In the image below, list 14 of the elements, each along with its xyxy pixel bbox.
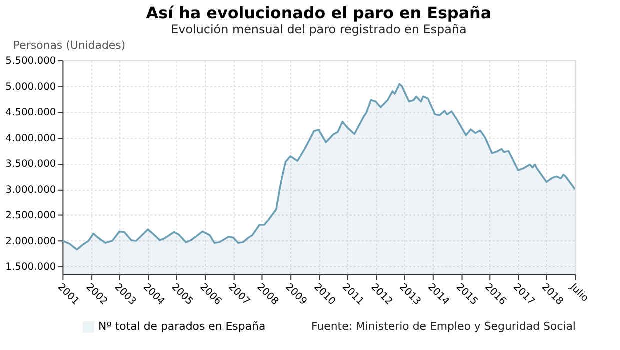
y-tick-label: 2.500.000 — [6, 210, 56, 222]
y-axis-title: Personas (Unidades) — [13, 39, 126, 52]
y-tick-label: 2.000.000 — [6, 236, 56, 248]
chart-subtitle: Evolución mensual del paro registrado en España — [171, 22, 467, 37]
y-tick-label: 3.500.000 — [6, 159, 56, 170]
legend-label: Nº total de parados en España — [98, 320, 266, 334]
y-tick-label: 5.000.000 — [6, 82, 56, 93]
y-tick-label: 4.000.000 — [6, 133, 56, 144]
y-tick-label: 1.500.000 — [6, 262, 56, 274]
y-tick-label: 4.500.000 — [6, 108, 56, 119]
y-tick-label: 5.500.000 — [6, 56, 56, 68]
y-tick-label: 3.000.000 — [6, 184, 56, 196]
source-note: Fuente: Ministerio de Empleo y Seguridad Social — [311, 320, 576, 334]
chart-title: Así ha evolucionado el paro en España — [146, 4, 492, 23]
